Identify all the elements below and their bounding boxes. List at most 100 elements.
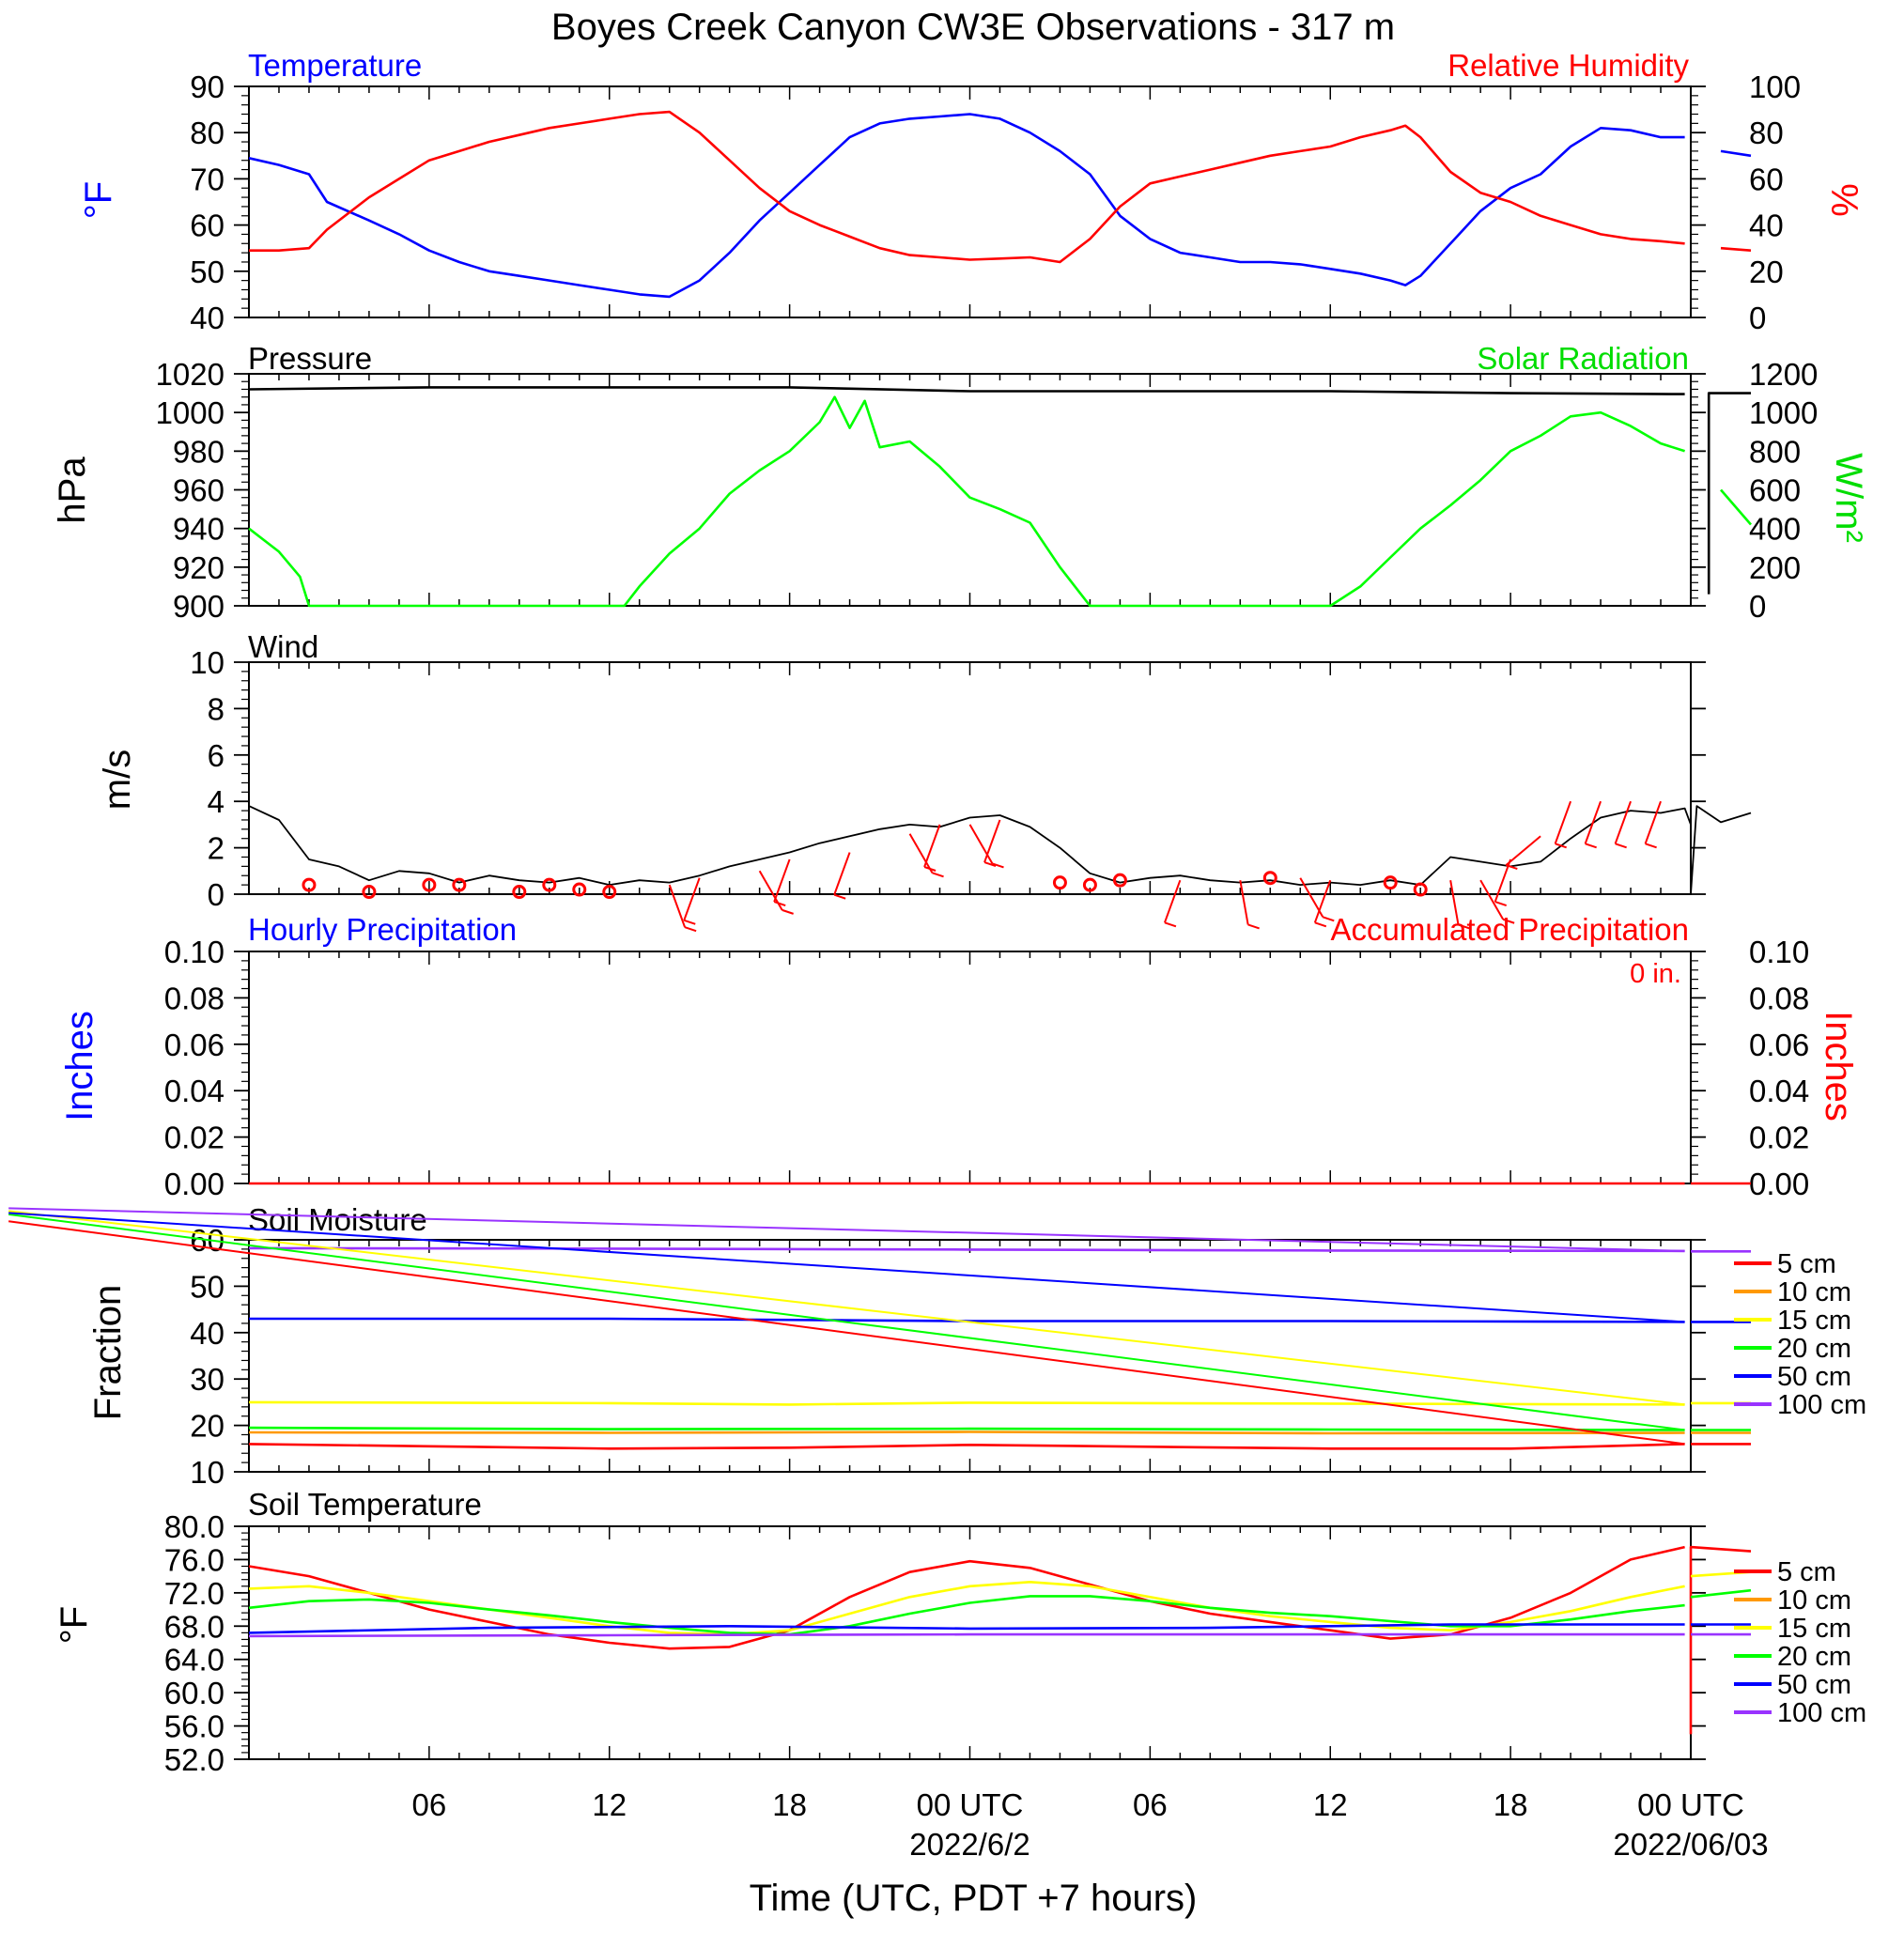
y-tick-label-left: 920	[173, 550, 224, 585]
wind-barb-flag	[983, 861, 997, 868]
y-tick-label-left: 980	[173, 434, 224, 469]
wind-barb-flag	[1458, 923, 1470, 930]
soil-moisture-ylabel: Fraction	[87, 1285, 129, 1421]
y-tick-label-left: 4	[208, 784, 224, 819]
legend-label: 5 cm	[1777, 1557, 1836, 1587]
legend-label: 5 cm	[1777, 1249, 1836, 1279]
y-tick-label-left: 50	[190, 255, 224, 289]
y-tick-label-right: 0	[1749, 589, 1766, 624]
precip-panel: Hourly Precipitation Accumulated Precipi…	[59, 912, 1859, 1201]
artifact-line-soil_20	[8, 1213, 1685, 1431]
wind-barb	[773, 858, 791, 903]
wind-barb-calm	[542, 877, 557, 892]
y-tick-label-left: 8	[208, 691, 224, 726]
wind-barb-calm	[452, 877, 467, 892]
y-tick-label-right: 0.02	[1749, 1121, 1809, 1155]
y-tick-label-right: 100	[1749, 70, 1801, 104]
wind-barb-calm	[362, 885, 377, 900]
wind-barb-flag	[833, 893, 846, 900]
y-tick-label-right: 80	[1749, 116, 1784, 150]
x-tick-label: 06	[412, 1787, 447, 1822]
y-tick-label-left: 80.0	[164, 1509, 224, 1544]
y-tick-label-right: 800	[1749, 434, 1801, 469]
wind-barb-flag	[932, 872, 944, 878]
wind-barb	[983, 819, 1001, 863]
y-tick-label-left: 900	[173, 589, 224, 624]
wind-barb	[1554, 800, 1572, 844]
series-soil_50	[249, 1317, 1751, 1323]
y-tick-label-left: 80	[190, 116, 224, 150]
y-tick-label-right: 600	[1749, 473, 1801, 508]
hourly-precip-ylabel: Inches	[59, 1011, 101, 1121]
wind-barb	[833, 852, 851, 895]
wind-barb	[1614, 800, 1632, 844]
y-tick-label-left: 56.0	[164, 1709, 224, 1744]
wind-barb-flag	[1164, 921, 1177, 928]
wind-barb	[1313, 879, 1332, 923]
soil-moisture-panel: Soil Moisture Fraction 102030405060 5 cm…	[87, 1202, 1866, 1490]
x-tick-label: 12	[1313, 1787, 1348, 1822]
y-tick-label-left: 20	[190, 1409, 224, 1444]
wind-barb-flag	[1247, 923, 1260, 930]
y-tick-label-left: 2	[208, 831, 224, 866]
temperature-plot: 40 50 60 70 80 90 0 20 40 60 80 100	[190, 70, 1801, 335]
wind-barb-calm	[1383, 875, 1398, 890]
legend-label: 10 cm	[1777, 1585, 1851, 1616]
series-soil_100	[248, 1632, 1751, 1638]
legend-label: 10 cm	[1777, 1277, 1851, 1307]
soil-temperature-title: Soil Temperature	[248, 1487, 482, 1522]
humidity-title: Relative Humidity	[1447, 48, 1689, 83]
series-soil_10	[248, 1430, 1751, 1435]
wind-barb-calm	[1262, 871, 1277, 886]
wind-barb	[683, 877, 701, 921]
x-axis-label: Time (UTC, PDT +7 hours)	[750, 1878, 1198, 1919]
wind-barb	[1449, 880, 1460, 925]
series-humidity	[249, 110, 1752, 264]
x-tick-label: 06	[1133, 1787, 1168, 1822]
legend-label: 15 cm	[1777, 1614, 1851, 1644]
temperature-title: Temperature	[248, 48, 422, 83]
wind-barb-flag	[773, 901, 786, 907]
solar-title: Solar Radiation	[1477, 341, 1689, 376]
y-tick-label-left: 10	[190, 645, 224, 680]
wind-barb	[1239, 880, 1249, 925]
wind-barb	[668, 884, 687, 928]
wind-barb-flag	[1494, 901, 1508, 907]
y-tick-label-right: 0.06	[1749, 1028, 1809, 1062]
legend-label: 20 cm	[1777, 1334, 1851, 1364]
artifact-line-soil_100	[8, 1207, 1685, 1252]
y-tick-label-right: 0	[1749, 301, 1766, 335]
y-tick-label-left: 90	[190, 70, 224, 104]
wind-panel: Wind m/s 0 2 4 6 8 10	[97, 629, 1752, 933]
wind-barb-calm	[512, 885, 527, 900]
wind-barb	[1479, 879, 1505, 920]
y-tick-label-right: 0.10	[1749, 935, 1809, 969]
y-tick-label-right: 20	[1749, 255, 1784, 289]
wind-barb-calm	[302, 877, 317, 892]
series-pressure	[248, 386, 1751, 595]
series-soil_20	[248, 1426, 1751, 1431]
y-tick-label-left: 60	[190, 209, 224, 243]
x-axis: 06 12 18 00 UTC 2022/6/2 06 12 18 00 UTC 2022/06/…	[412, 1787, 1769, 1862]
wind-barb-flag	[683, 919, 696, 925]
wind-barb-flag	[1502, 918, 1515, 924]
x-tick-label: 00 UTC	[917, 1787, 1024, 1822]
x-tick-date: 2022/6/2	[909, 1827, 1029, 1862]
wind-ylabel: m/s	[97, 750, 138, 810]
pressure-panel: Pressure Solar Radiation hPa W/m² 900 920…	[52, 341, 1869, 624]
y-tick-label-left: 64.0	[164, 1643, 224, 1678]
artifact-line-soil_50	[8, 1212, 1685, 1323]
y-tick-label-left: 0.06	[164, 1028, 224, 1062]
legend-label: 100 cm	[1777, 1390, 1866, 1420]
wind-barb-flag	[1645, 843, 1657, 849]
y-tick-label-left: 6	[208, 738, 224, 773]
y-tick-label-left: 76.0	[164, 1542, 224, 1577]
wind-barb-calm	[572, 882, 587, 897]
solar-ylabel: W/m²	[1828, 453, 1869, 543]
y-tick-label-left: 70	[190, 162, 224, 196]
y-tick-label-right: 0.08	[1749, 981, 1809, 1015]
legend-label: 50 cm	[1777, 1362, 1851, 1392]
wind-barb	[1163, 879, 1182, 923]
